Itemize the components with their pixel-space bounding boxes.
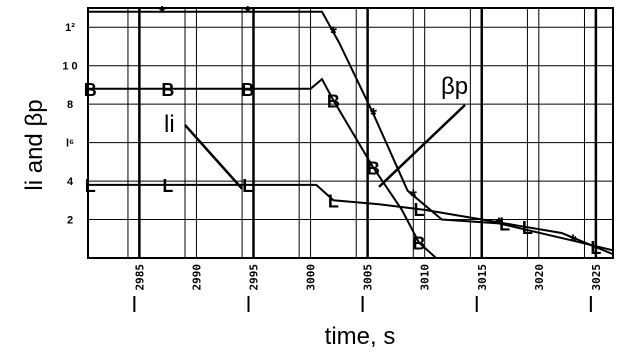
y-tick-label: 1² [65,22,75,34]
data-point: * [570,232,577,252]
data-point: * [330,23,337,43]
data-point: B [161,80,174,100]
data-point: B [367,159,380,179]
annotation-label: βp [441,73,468,100]
series-line [88,183,614,256]
x-tick-label: 3015 [476,264,489,291]
data-point: L [590,238,601,258]
series-group [88,10,614,259]
annotations: li βp [164,73,468,190]
annotation-label: li [164,111,175,138]
data-point: B [84,80,97,100]
x-tick-label: 3000 [305,264,318,291]
y-tick-label: l⁶ [66,138,74,150]
data-point: L [162,176,173,196]
data-point: L [413,200,424,220]
x-tick-label: 3005 [362,264,375,291]
x-tick-label: 2985 [133,264,146,291]
data-point: * [495,214,502,234]
data-point: B [327,91,340,111]
data-point: L [328,191,339,211]
x-tick-label: 2990 [190,264,203,291]
x-tick-label: 3020 [533,264,546,291]
data-point: * [244,3,251,23]
plot-frame [87,7,614,259]
y-tick-label: 8 [67,99,73,111]
y-tick-label: 2 [67,215,73,227]
x-axis-title: time, s [325,323,396,350]
annotation-leader [378,104,466,188]
y-tick-label: 1 0 [62,61,77,73]
data-point: L [499,214,510,234]
series-line [88,10,614,252]
data-point: L [522,218,533,238]
data-point: B [241,80,254,100]
series-line [88,77,437,259]
data-point: B [412,234,425,254]
data-point: L [85,176,96,196]
x-tick-labels: 2985 2990 2995 3000 3005 3010 3015 3020 3025 [133,264,603,312]
data-point: * [370,105,377,125]
data-point: L [242,176,253,196]
data-point: * [159,3,166,23]
x-tick-label: 3010 [419,264,432,291]
data-point: * [410,187,417,207]
y-tick-label: 4 [67,176,74,188]
x-tick-label: 3025 [590,264,603,291]
y-axis-title: li and βp [21,99,48,190]
y-tick-labels: 1² 1 0 8 l⁶ 4 2 [62,22,77,226]
x-tick-label: 2995 [247,264,260,291]
grid [88,8,613,258]
annotation-leader [184,124,244,190]
